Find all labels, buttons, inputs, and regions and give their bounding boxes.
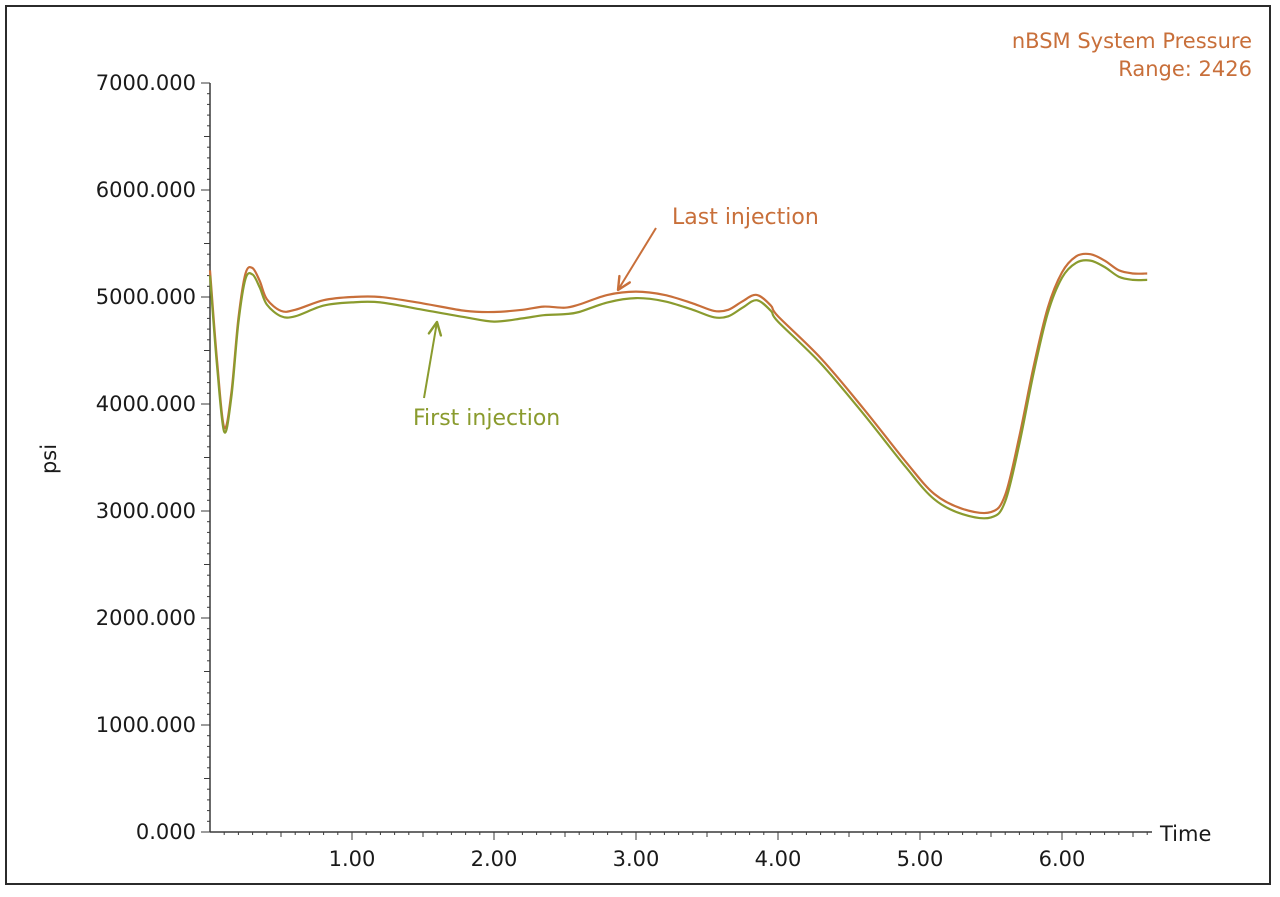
y-axis-label: psi xyxy=(37,444,61,474)
chart-frame xyxy=(5,5,1271,885)
annotation-arrow-last-injection xyxy=(617,227,657,291)
y-tick-label: 3000.000 xyxy=(96,499,196,523)
annotations-layer: Last injection First injection xyxy=(413,205,819,431)
chart-subtitle: Range: 2426 xyxy=(1118,57,1252,81)
series-layer xyxy=(208,252,1148,520)
x-tick-label: 3.00 xyxy=(613,847,660,871)
chart-title: nBSM System Pressure xyxy=(1012,29,1252,53)
x-tick-label: 5.00 xyxy=(897,847,944,871)
y-tick-label: 2000.000 xyxy=(96,606,196,630)
annotation-label-first-injection: First injection xyxy=(413,406,560,431)
x-tick-label: 6.00 xyxy=(1039,847,1086,871)
x-tick-label: 1.00 xyxy=(329,847,376,871)
y-tick-label: 1000.000 xyxy=(96,713,196,737)
annotation-arrowhead-first-injection xyxy=(427,320,443,337)
annotation-label-last-injection: Last injection xyxy=(672,205,819,230)
x-axis-label: Time xyxy=(1159,822,1211,846)
x-tick-label: 4.00 xyxy=(755,847,802,871)
annotation-arrow-first-injection xyxy=(423,321,438,399)
x-tick-label: 2.00 xyxy=(471,847,518,871)
annotation-arrowhead-last-injection xyxy=(616,274,631,292)
y-tick-label: 4000.000 xyxy=(96,392,196,416)
series-line-first-injection xyxy=(208,259,1148,520)
y-tick-label: 6000.000 xyxy=(96,178,196,202)
series-line-last-injection xyxy=(208,252,1148,515)
y-tick-label: 5000.000 xyxy=(96,285,196,309)
axes: 0.000 1000.000 2000.000 3000.000 4000.000 500… xyxy=(96,71,1152,871)
y-tick-label: 7000.000 xyxy=(96,71,196,95)
y-tick-label: 0.000 xyxy=(136,820,196,844)
